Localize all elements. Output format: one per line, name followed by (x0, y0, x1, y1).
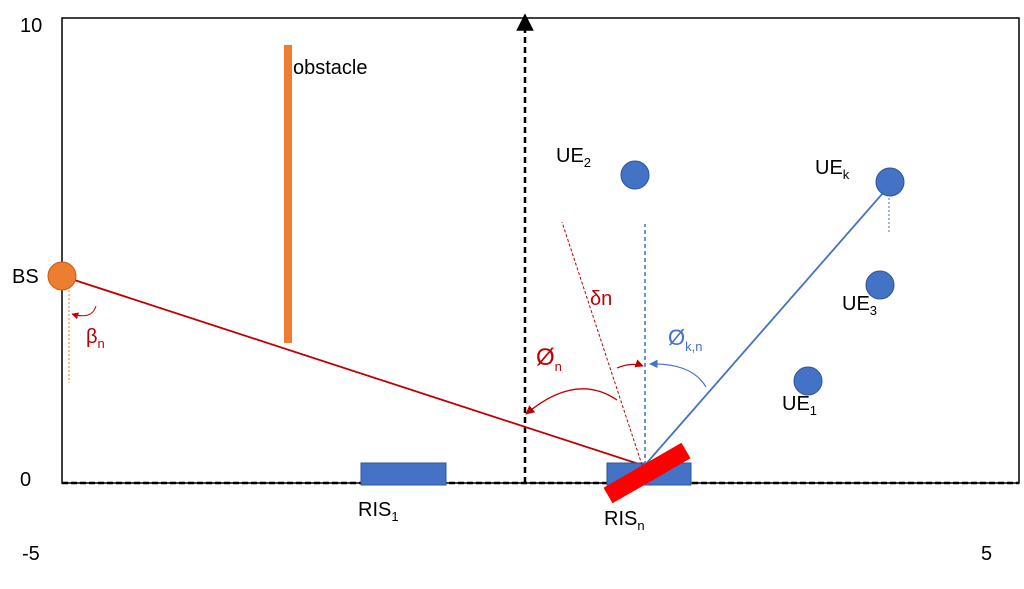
ris-to-uek-path (644, 184, 891, 466)
uek-node (875, 167, 905, 197)
delta-line (561, 221, 643, 466)
plot-frame (61, 17, 1020, 484)
y-tick-0: 0 (20, 469, 31, 491)
phi-label: Øn (536, 344, 562, 374)
ue1-node (793, 366, 823, 396)
beta-arc (71, 305, 97, 320)
ris1-block (360, 462, 447, 486)
delta-label: δn (590, 288, 612, 310)
x-tick-max: 5 (981, 543, 992, 565)
obstacle-label: obstacle (293, 57, 368, 79)
ue1-label: UE1 (782, 393, 817, 418)
uek-label: UEk (815, 157, 850, 182)
bs-to-ris-path (61, 275, 643, 466)
ue3-label: UE3 (842, 293, 877, 318)
bs-label: BS (12, 266, 39, 288)
risn-active-element (603, 442, 691, 504)
ue2-node (620, 160, 650, 190)
obstacle-bar (284, 45, 292, 343)
phi-kn-label: Øk,n (668, 325, 702, 354)
ue3-node (865, 270, 895, 300)
beta-label: βn (86, 326, 105, 351)
bs-node (47, 261, 77, 291)
y-tick-10: 10 (20, 15, 42, 37)
phi-small-arc (616, 359, 644, 369)
ue2-label: UE2 (556, 145, 591, 170)
phi-kn-arc (649, 359, 707, 388)
risn-label: RISn (604, 508, 645, 533)
ris1-label: RIS1 (358, 499, 399, 524)
phi-arc (525, 388, 618, 415)
x-tick-min: -5 (22, 543, 40, 565)
